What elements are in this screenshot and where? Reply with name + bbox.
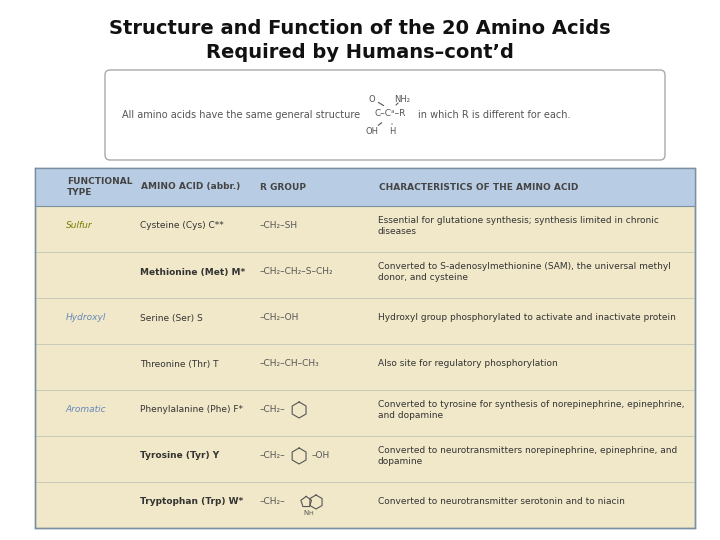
Text: Structure and Function of the 20 Amino Acids: Structure and Function of the 20 Amino A…	[109, 18, 611, 37]
Text: N: N	[304, 510, 309, 516]
Text: O: O	[369, 94, 375, 104]
Text: Threonine (Thr) T: Threonine (Thr) T	[140, 360, 219, 368]
Text: Required by Humans–cont’d: Required by Humans–cont’d	[206, 43, 514, 62]
Text: Cysteine (Cys) C**: Cysteine (Cys) C**	[140, 221, 224, 231]
Text: –CH₂–CH–CH₃: –CH₂–CH–CH₃	[259, 360, 319, 368]
Bar	[35, 168, 695, 206]
Text: Essential for glutatione synthesis; synthesis limited in chronic
diseases: Essential for glutatione synthesis; synt…	[378, 215, 659, 237]
Text: FUNCTIONAL
TYPE: FUNCTIONAL TYPE	[67, 177, 132, 197]
Text: –CH₂–: –CH₂–	[259, 497, 284, 507]
Text: Hydroxyl: Hydroxyl	[66, 313, 106, 321]
Text: OH: OH	[366, 126, 379, 136]
Text: R GROUP: R GROUP	[260, 183, 306, 192]
Text: Methionine (Met) M*: Methionine (Met) M*	[140, 267, 246, 276]
Text: H: H	[389, 126, 395, 136]
Text: H: H	[309, 511, 314, 516]
Text: Aromatic: Aromatic	[66, 404, 107, 414]
FancyBboxPatch shape	[105, 70, 665, 160]
Text: Phenylalanine (Phe) F*: Phenylalanine (Phe) F*	[140, 406, 243, 415]
Text: Also site for regulatory phosphorylation: Also site for regulatory phosphorylation	[378, 360, 558, 368]
Text: –OH: –OH	[311, 451, 329, 461]
Text: Converted to S-adenosylmethionine (SAM), the universal methyl
donor, and cystein: Converted to S-adenosylmethionine (SAM),…	[378, 261, 671, 282]
Bar	[35, 168, 695, 528]
Text: Tyrosine (Tyr) Y: Tyrosine (Tyr) Y	[140, 451, 220, 461]
Text: –CH₂–OH: –CH₂–OH	[259, 314, 299, 322]
Text: Sulfur: Sulfur	[66, 220, 92, 230]
Text: –CH₂–SH: –CH₂–SH	[259, 221, 297, 231]
Text: Converted to neurotransmitter serotonin and to niacin: Converted to neurotransmitter serotonin …	[378, 497, 625, 507]
Text: in which R is different for each.: in which R is different for each.	[418, 110, 570, 120]
Text: NH₂: NH₂	[394, 94, 410, 104]
Text: AMINO ACID (abbr.): AMINO ACID (abbr.)	[141, 183, 240, 192]
Text: All amino acids have the same general structure: All amino acids have the same general st…	[122, 110, 360, 120]
Text: –CH₂–: –CH₂–	[259, 406, 284, 415]
Text: CHARACTERISTICS OF THE AMINO ACID: CHARACTERISTICS OF THE AMINO ACID	[379, 183, 578, 192]
Text: Serine (Ser) S: Serine (Ser) S	[140, 314, 203, 322]
Text: Converted to tyrosine for synthesis of norepinephrine, epinephrine,
and dopamine: Converted to tyrosine for synthesis of n…	[378, 400, 685, 421]
Text: Converted to neurotransmitters norepinephrine, epinephrine, and
dopamine: Converted to neurotransmitters norepinep…	[378, 446, 677, 467]
Text: Tryptophan (Trp) W*: Tryptophan (Trp) W*	[140, 497, 243, 507]
Text: C–Cᵃ–R: C–Cᵃ–R	[374, 109, 405, 118]
Text: –CH₂–CH₂–S–CH₂: –CH₂–CH₂–S–CH₂	[259, 267, 333, 276]
Text: Hydroxyl group phosphorylated to activate and inactivate protein: Hydroxyl group phosphorylated to activat…	[378, 314, 676, 322]
Text: –CH₂–: –CH₂–	[259, 451, 284, 461]
